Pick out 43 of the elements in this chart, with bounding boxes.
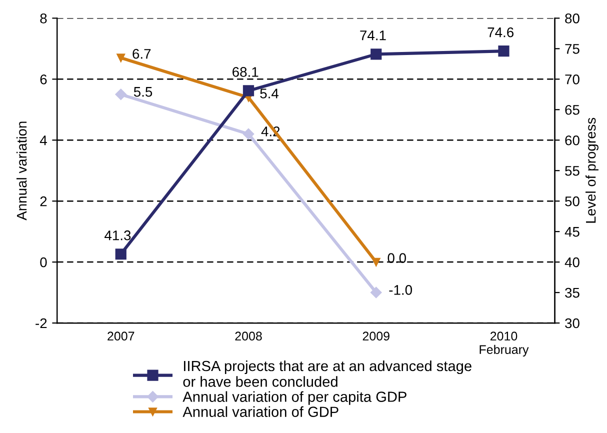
y-tick-label: 8 — [40, 14, 47, 24]
y-axis-title: Annual variation — [16, 122, 27, 220]
y2-tick-label: 55 — [565, 166, 580, 176]
y2-tick-label: 45 — [564, 227, 580, 237]
y2-axis-title: Level of progress — [586, 118, 598, 223]
y2-tick-label: 40 — [564, 257, 580, 268]
point — [115, 88, 126, 100]
y2-tick-label: 80 — [565, 14, 580, 24]
point — [370, 286, 382, 298]
point — [242, 128, 254, 140]
y-tick-label: 0 — [40, 257, 47, 268]
data-label: 74.6 — [488, 27, 514, 38]
data-label: 41.3 — [104, 230, 131, 240]
point — [370, 48, 382, 60]
data-label: 6.7 — [132, 48, 151, 59]
data-label: 68.1 — [232, 67, 258, 77]
y2-tick-label: 50 — [565, 196, 580, 206]
x-tick-label: 2010 February — [480, 332, 529, 356]
y2-tick-label: 65 — [565, 104, 580, 115]
legend-label: Annual variation of GDP — [182, 406, 338, 417]
y-tick-label: 2 — [40, 196, 47, 206]
x-tick-label: 2008 — [235, 332, 262, 341]
legend-label: IIRSA projects that are at an advanced stage or have been concluded — [183, 360, 472, 387]
point — [372, 258, 380, 266]
y2-tick-label: 70 — [565, 74, 580, 84]
x-tick-label: 2007 — [108, 332, 134, 341]
data-label: 74.1 — [360, 30, 386, 40]
data-label: 5.4 — [260, 88, 279, 98]
y2-tick-label: 75 — [565, 44, 580, 54]
data-label: -1.0 — [389, 285, 412, 295]
y2-tick-label: 60 — [565, 135, 580, 146]
point — [242, 85, 254, 96]
point — [498, 46, 510, 57]
y2-tick-label: 30 — [565, 318, 580, 328]
x-tick-label: 2009 — [362, 332, 390, 341]
y-tick-label: 4 — [40, 136, 47, 146]
y2-tick-label: 35 — [565, 288, 580, 298]
legend-label: Annual variation of per capita GDP — [182, 391, 406, 405]
y-tick-label: -2 — [36, 318, 47, 328]
y-tick-label: 6 — [40, 74, 47, 84]
point — [115, 248, 126, 260]
data-label: 5.5 — [134, 87, 152, 97]
point — [116, 54, 126, 62]
